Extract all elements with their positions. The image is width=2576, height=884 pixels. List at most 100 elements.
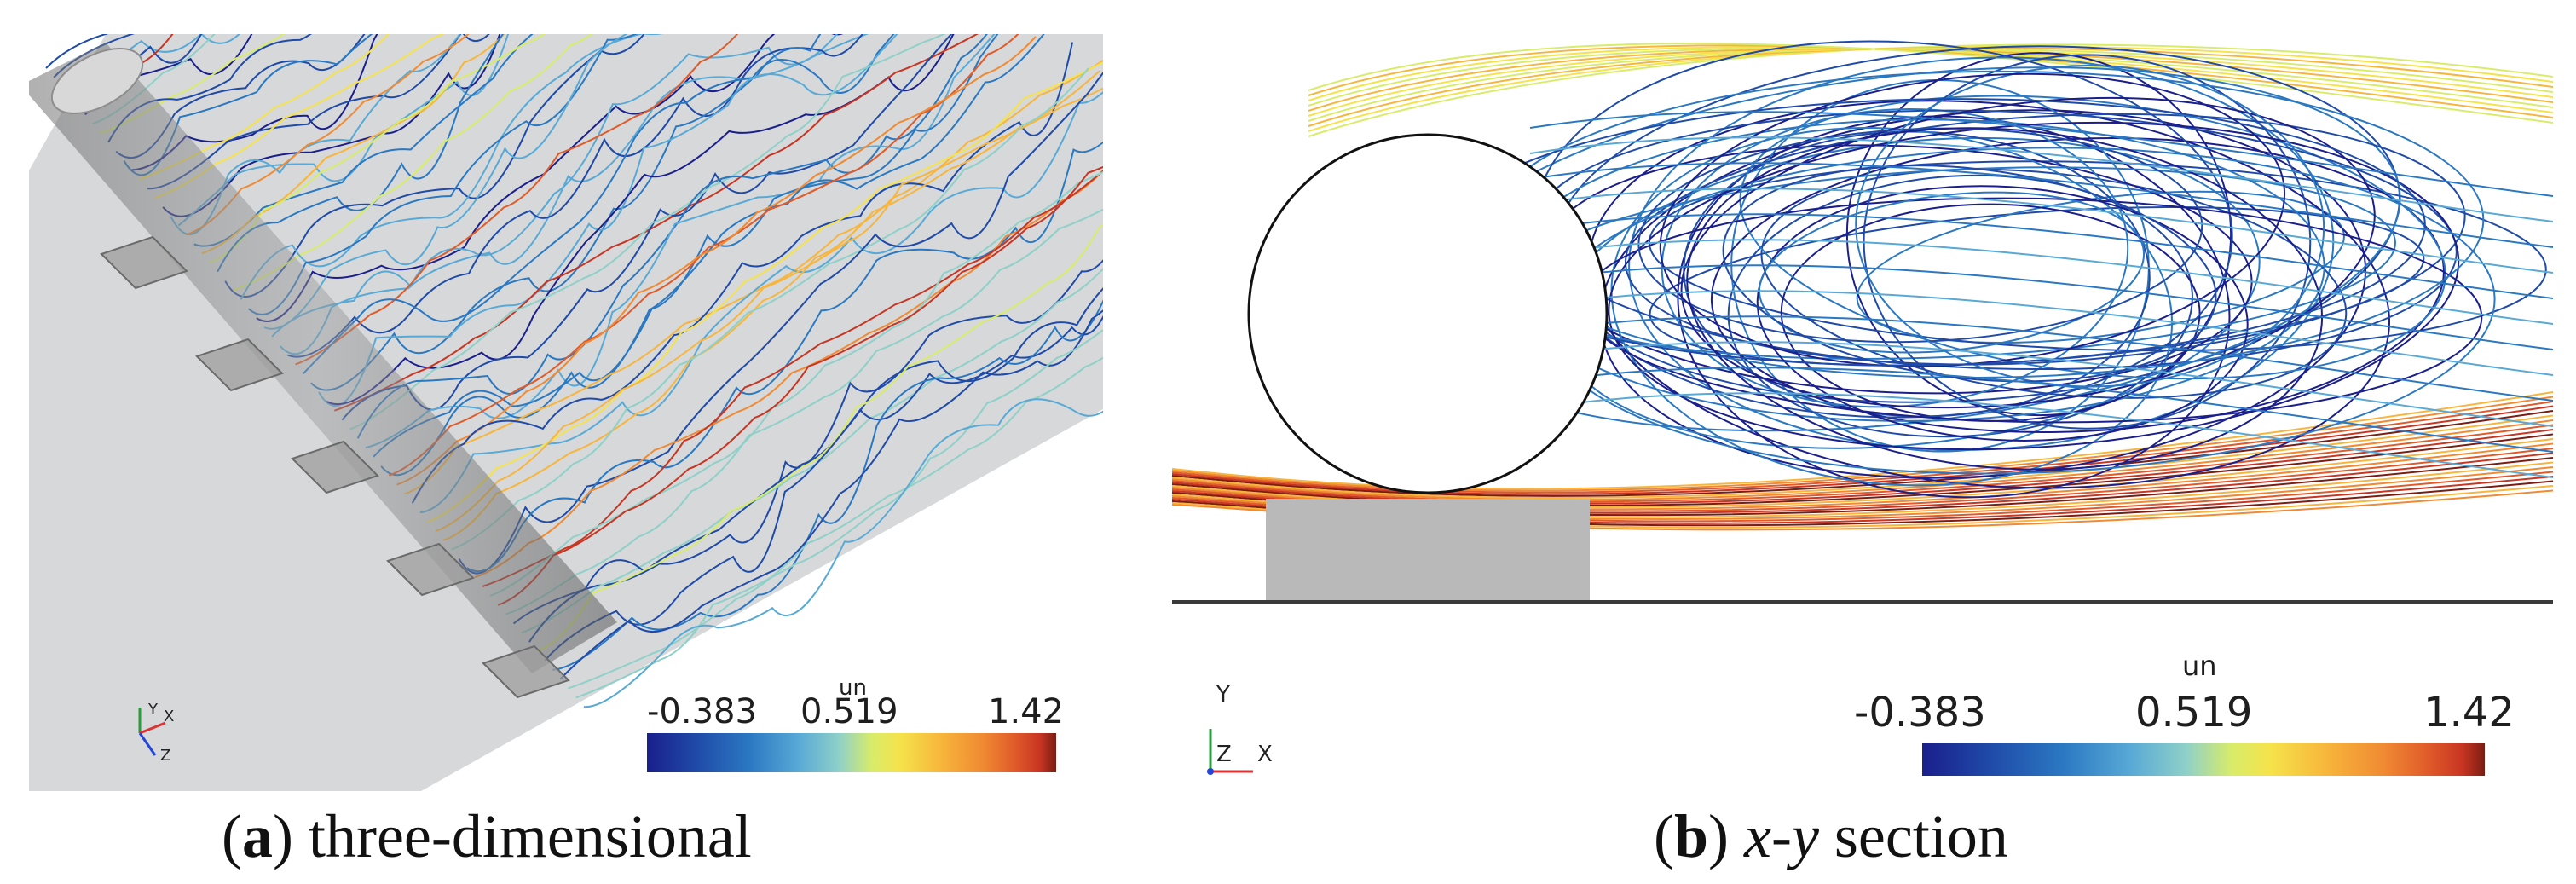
streamline-section — [1758, 191, 2146, 354]
streamline-section — [1529, 341, 2553, 427]
streamline-section — [1172, 442, 2553, 511]
streamline-3d — [186, 34, 470, 236]
streamline-3d — [318, 34, 898, 407]
streamline-section — [1529, 162, 2553, 248]
axis-a-x: X — [164, 708, 175, 725]
streamline-3d — [544, 315, 1103, 662]
ground-blocks-3d — [100, 235, 570, 699]
streamline-3d — [482, 170, 1103, 587]
streamline-section — [1587, 100, 2390, 489]
cylinder-3d — [29, 43, 617, 673]
streamline-section — [1529, 188, 2553, 274]
streamline-section — [1172, 410, 2553, 497]
streamline-3d — [170, 34, 461, 235]
streamline-3d — [451, 67, 1089, 551]
streamline-3d — [575, 329, 1103, 699]
streamline-3d — [69, 34, 203, 97]
streamline-section — [1863, 54, 2312, 430]
streamline-3d — [154, 34, 444, 199]
ground-block-3d — [100, 235, 188, 290]
streamline-3d — [583, 398, 1103, 708]
streamline-3d — [427, 61, 1103, 523]
colorbar-a-mid: 0.519 — [800, 692, 898, 731]
streamline-section — [1529, 315, 2553, 402]
ground-block-3d — [482, 644, 570, 699]
streamline-section — [1710, 136, 2445, 433]
streamline-section — [1529, 264, 2553, 350]
caption-b: (b) x-y section — [1654, 801, 2008, 872]
streamline-3d — [380, 34, 1045, 477]
streamline-3d — [396, 36, 1037, 486]
streamline-3d — [271, 34, 839, 338]
streamline-section — [1529, 213, 2553, 299]
streamline-section — [1686, 127, 2324, 471]
streamline-3d — [233, 34, 593, 292]
streamline-3d — [209, 34, 546, 263]
streamline-3d — [61, 34, 240, 88]
streamline-3d — [373, 34, 999, 458]
streamlines-section — [1172, 40, 2553, 531]
streamline-section — [1730, 79, 2150, 453]
panel-a-scene — [29, 34, 1103, 791]
colorbar-b-max: 1.42 — [2423, 689, 2515, 737]
ground-block-3d — [291, 440, 379, 494]
streamline-section — [1308, 43, 2553, 124]
streamline-section — [1172, 424, 2553, 503]
ground-block-section — [1266, 499, 1590, 601]
streamline-section — [1172, 471, 2553, 523]
streamline-3d — [326, 34, 955, 406]
streamline-3d — [295, 34, 739, 366]
streamline-section — [1172, 480, 2553, 527]
streamline-3d — [489, 170, 1103, 597]
streamline-3d — [333, 34, 979, 412]
streamline-3d — [349, 34, 946, 430]
streamline-section — [1172, 414, 2553, 499]
streamline-3d — [505, 208, 1103, 615]
axis-a-z: Z — [160, 747, 171, 765]
axis-triad-a — [138, 708, 166, 756]
streamline-3d — [435, 87, 1103, 532]
streamline-3d — [559, 309, 1103, 680]
streamline-section — [1172, 457, 2553, 517]
colorbar-a-min: -0.383 — [647, 692, 757, 731]
streamline-3d — [458, 72, 1103, 575]
streamline-3d — [302, 34, 822, 374]
streamline-3d — [263, 34, 628, 330]
streamline-section — [1172, 466, 2553, 520]
streamline-3d — [536, 224, 1103, 652]
streamline-section — [1756, 185, 2249, 442]
colorbar-b-mid: 0.519 — [2135, 689, 2253, 737]
colorbar-a — [647, 733, 1056, 772]
streamline-3d — [193, 34, 534, 247]
panel-a-three-dimensional-view: un -0.383 0.519 1.42 Y X Z — [29, 34, 1103, 791]
streamline-section — [1172, 461, 2553, 518]
streamline-section — [1529, 136, 2553, 222]
streamline-section — [1172, 429, 2553, 505]
streamline-section — [1172, 489, 2553, 531]
streamline-section — [1599, 109, 2367, 479]
streamline-section — [1172, 401, 2553, 494]
colorbar-b-title: un — [2182, 650, 2217, 682]
streamline-section — [1172, 419, 2553, 501]
streamline-3d — [287, 34, 863, 358]
streamline-section — [1659, 72, 2286, 367]
colorbar-b-min: -0.383 — [1854, 689, 1986, 737]
cylinder-section — [1247, 133, 1609, 494]
caption-b-close: ) — [1708, 802, 1730, 870]
streamline-3d — [419, 90, 1103, 514]
streamline-section — [1172, 448, 2553, 512]
caption-a-open: ( — [222, 802, 242, 870]
streamline-section — [1648, 160, 2547, 352]
ground-block-3d — [386, 542, 475, 597]
caption-b-math: x-y — [1744, 802, 1819, 870]
streamline-3d — [404, 59, 1103, 495]
streamline-3d — [528, 287, 1103, 643]
streamline-3d — [139, 34, 390, 181]
streamline-section — [1855, 64, 2325, 388]
streamline-section — [1529, 367, 2553, 453]
colorbar-b — [1922, 743, 2485, 776]
streamline-3d — [123, 34, 373, 176]
caption-a: (a) three-dimensional — [222, 801, 752, 872]
streamline-3d — [92, 34, 216, 125]
streamline-3d — [497, 165, 1103, 606]
